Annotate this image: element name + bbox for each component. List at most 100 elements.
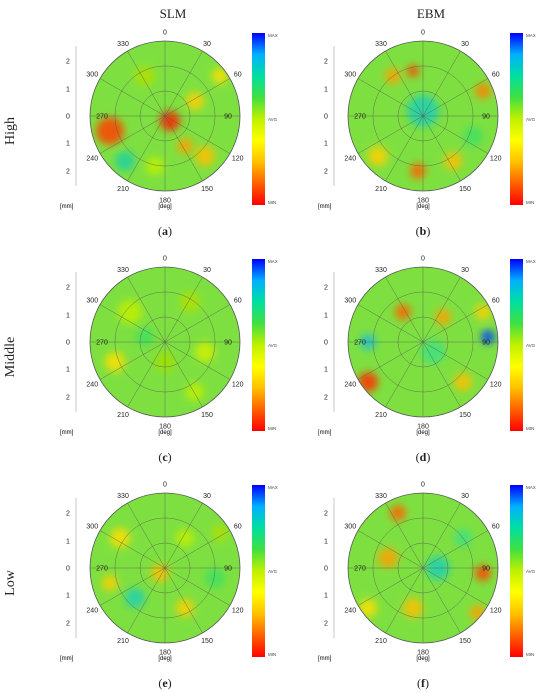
angle-tick-label: 90	[224, 114, 232, 121]
angle-tick-label: 210	[375, 638, 387, 645]
angle-tick-label: 330	[117, 493, 129, 500]
angle-tick-label: 240	[344, 382, 356, 389]
angle-tick-label: 120	[490, 608, 502, 615]
colorbar-min-label: MIN	[526, 200, 534, 205]
deviation-spot	[368, 146, 388, 166]
panel-caption: (c)	[158, 450, 172, 464]
deviation-spot	[410, 163, 426, 179]
column-header-ebm: EBM	[416, 6, 446, 21]
colorbar-max-label: MAX	[268, 259, 278, 264]
angle-tick-label: 240	[86, 156, 98, 163]
row-header-low: Low	[3, 570, 18, 596]
unit-deg-label: [deg]	[158, 430, 172, 436]
radial-tick-label: 1	[324, 367, 328, 374]
colorbar	[510, 485, 523, 657]
deviation-spot	[378, 548, 398, 568]
grid-spoke	[164, 530, 231, 569]
colorbar-max-label: MAX	[526, 33, 536, 38]
grid-spoke	[422, 78, 489, 117]
deviation-spot	[435, 309, 451, 325]
angle-tick-label: 30	[461, 267, 469, 274]
grid-spoke	[164, 502, 203, 569]
deviation-spot	[180, 292, 200, 312]
deviation-spot	[358, 372, 378, 392]
angle-tick-label: 330	[117, 267, 129, 274]
angle-tick-label: 270	[96, 566, 108, 573]
deviation-spot	[136, 328, 154, 346]
deviation-map	[358, 304, 495, 392]
angle-tick-label: 60	[234, 72, 242, 79]
radial-tick-label: 1	[66, 141, 70, 148]
unit-deg-label: [deg]	[416, 656, 430, 662]
panel-caption-letter: d	[419, 450, 427, 464]
polar-plot-panel: 0 30 60 90 120 150 180 210 240 270 300 330 2 1 0 1 2 [mm]…	[318, 254, 550, 464]
angle-tick-label: 300	[86, 524, 98, 531]
grid-spoke	[422, 567, 461, 634]
radial-tick-label: 0	[66, 114, 70, 121]
deviation-map	[102, 525, 228, 617]
angle-tick-label: 30	[203, 41, 211, 48]
angle-tick-label: 240	[86, 608, 98, 615]
angle-tick-label: 0	[421, 482, 425, 489]
deviation-spot	[403, 598, 423, 618]
radial-tick-label: 0	[66, 340, 70, 347]
radial-tick-label: 1	[324, 539, 328, 546]
colorbar-avg-label: AVG	[268, 117, 278, 122]
colorbar-min-label: MIN	[526, 652, 534, 657]
grid-spoke	[385, 341, 424, 408]
angle-tick-label: 180	[417, 198, 429, 205]
unit-mm-label: [mm]	[60, 656, 74, 662]
unit-mm-label: [mm]	[60, 204, 74, 210]
radial-tick-label: 0	[324, 566, 328, 573]
panel-caption-letter: e	[162, 676, 168, 690]
angle-tick-label: 150	[201, 638, 213, 645]
row-header-middle: Middle	[3, 336, 18, 378]
radial-tick-label: 2	[66, 395, 70, 402]
deviation-spot	[444, 152, 462, 170]
grid-spoke	[127, 115, 166, 182]
radial-tick-label: 0	[324, 340, 328, 347]
grid-spoke	[99, 304, 166, 343]
radial-tick-label: 2	[324, 621, 328, 628]
colorbar-max-label: MAX	[268, 485, 278, 490]
grid-spoke	[357, 341, 424, 380]
polar-plot-svg: 030609012015018021024027030033021012[mm]…	[318, 482, 536, 663]
grid-spoke	[164, 341, 231, 380]
grid-spoke	[385, 50, 424, 117]
angle-tick-label: 60	[492, 524, 500, 531]
angle-tick-label: 300	[344, 298, 356, 305]
angle-tick-label: 270	[354, 114, 366, 121]
angle-tick-label: 90	[482, 340, 490, 347]
grid-spoke	[164, 276, 203, 343]
grid-spoke	[164, 115, 203, 182]
deviation-spot	[102, 575, 118, 591]
colorbar-avg-label: AVG	[268, 343, 278, 348]
polar-plot-panel: 0 30 60 90 120 150 180 210 240 270 300 330 2 1 0 1 2 [mm]…	[318, 28, 550, 238]
angle-tick-label: 120	[232, 608, 244, 615]
unit-deg-label: [deg]	[416, 430, 430, 436]
radial-tick-label: 1	[66, 593, 70, 600]
colorbar-avg-label: AVG	[526, 569, 536, 574]
polar-plot-svg: 030609012015018021024027030033021012[mm]…	[318, 256, 536, 437]
angle-tick-label: 60	[492, 298, 500, 305]
angle-tick-label: 210	[117, 638, 129, 645]
grid-spoke	[385, 502, 424, 569]
radial-tick-label: 1	[66, 87, 70, 94]
deviation-spot	[359, 599, 377, 617]
grid-spoke	[164, 304, 231, 343]
grid-spoke	[99, 567, 166, 606]
polar-plot-panel: 0 30 60 90 120 150 180 210 240 270 300 330 2 1 0 1 2 [mm]…	[60, 480, 310, 690]
grid-spoke	[164, 567, 203, 634]
polar-plot-svg: 030609012015018021024027030033021012[mm]…	[60, 30, 278, 211]
angle-tick-label: 180	[417, 650, 429, 657]
angle-tick-label: 90	[482, 566, 490, 573]
colorbar-min-label: MIN	[526, 426, 534, 431]
deviation-spot	[151, 564, 169, 582]
colorbar-max-label: MAX	[526, 259, 536, 264]
radial-tick-label: 1	[66, 367, 70, 374]
deviation-spot	[212, 525, 228, 541]
deviation-spot	[177, 138, 193, 154]
angle-tick-label: 330	[375, 41, 387, 48]
angle-tick-label: 210	[375, 412, 387, 419]
angle-tick-label: 300	[344, 72, 356, 79]
